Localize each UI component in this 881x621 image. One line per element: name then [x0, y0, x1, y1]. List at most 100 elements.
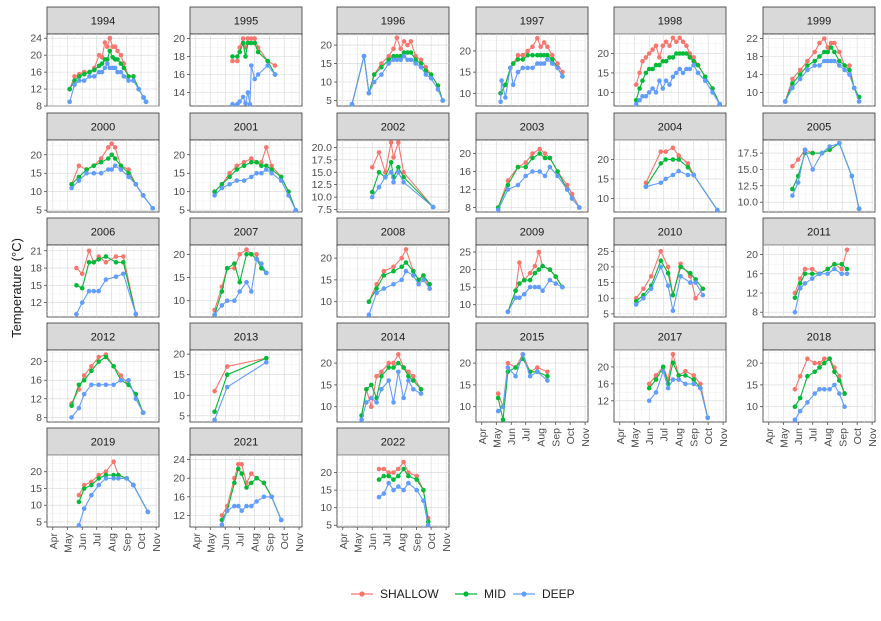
data-point — [212, 193, 217, 198]
data-point — [421, 277, 426, 283]
y-tick-label: 5 — [36, 516, 42, 528]
data-point — [822, 356, 827, 362]
data-point — [660, 368, 666, 374]
data-point — [702, 78, 708, 83]
data-point — [633, 97, 639, 103]
data-point — [391, 57, 396, 63]
facet-strip — [762, 112, 876, 141]
data-point — [515, 69, 521, 75]
data-point — [658, 258, 664, 264]
data-point — [244, 252, 249, 257]
data-point — [79, 285, 85, 291]
data-point — [99, 69, 105, 75]
data-point — [564, 182, 570, 188]
data-point — [530, 65, 535, 71]
data-point — [505, 309, 511, 315]
data-point — [537, 169, 542, 174]
legend-label: MID — [484, 587, 506, 601]
data-point — [239, 508, 244, 513]
data-point — [245, 36, 251, 41]
data-point — [797, 276, 803, 281]
data-point — [832, 369, 837, 375]
x-tick-label: Jun — [506, 428, 518, 445]
data-point — [817, 360, 822, 366]
data-point — [676, 157, 681, 162]
data-point — [386, 360, 392, 366]
series-deep — [74, 271, 139, 317]
data-point — [379, 72, 384, 77]
data-point — [505, 178, 511, 183]
data-point — [650, 47, 655, 52]
data-point — [118, 373, 124, 378]
data-point — [369, 382, 374, 388]
data-point — [116, 476, 121, 481]
data-point — [523, 173, 528, 179]
data-point — [792, 387, 798, 392]
data-point — [232, 261, 237, 266]
data-point — [399, 277, 405, 283]
data-point — [680, 51, 686, 56]
data-point — [391, 268, 396, 274]
y-tick-label: 20 — [459, 148, 471, 160]
data-point — [113, 254, 119, 259]
data-point — [240, 36, 246, 41]
data-point — [81, 373, 87, 378]
data-point — [115, 69, 120, 75]
facet-panel-1999: 1999 10 14 18 22 — [746, 6, 876, 107]
data-point — [381, 491, 387, 496]
data-point — [259, 163, 264, 169]
data-point — [537, 151, 542, 156]
x-tick-label: Aug — [397, 533, 409, 552]
data-point — [691, 62, 696, 68]
data-point — [379, 369, 384, 375]
facet-strip-label: 2014 — [381, 332, 405, 344]
series-deep — [782, 58, 862, 104]
data-point — [658, 161, 664, 166]
data-point — [542, 155, 548, 161]
data-point — [272, 72, 278, 77]
y-tick-label: 20 — [173, 33, 185, 45]
y-tick-label: 20 — [597, 48, 609, 60]
data-point — [414, 487, 420, 493]
data-point — [658, 149, 664, 154]
data-point — [812, 391, 817, 396]
legend-item-shallow: SHALLOW — [351, 587, 439, 601]
data-point — [126, 377, 131, 383]
facet-strip-label: 1997 — [520, 16, 544, 28]
data-point — [401, 365, 406, 370]
y-tick-label: 12 — [746, 288, 758, 300]
legend-key-point — [359, 591, 365, 597]
data-point — [212, 417, 217, 423]
data-point — [150, 206, 155, 211]
y-tick-label: 20.0 — [312, 142, 333, 154]
y-tick-label: 20 — [30, 356, 42, 368]
data-point — [111, 472, 116, 478]
data-point — [391, 477, 396, 482]
y-tick-label: 15 — [459, 282, 471, 294]
data-point — [805, 67, 810, 73]
data-point — [96, 476, 101, 481]
data-point — [121, 74, 127, 79]
data-point — [77, 78, 82, 83]
facet-strip-label: 2019 — [91, 437, 115, 449]
data-point — [386, 378, 392, 383]
data-point — [646, 51, 652, 56]
series-mid — [633, 51, 722, 107]
data-point — [832, 261, 837, 267]
data-point — [401, 179, 406, 185]
data-point — [112, 156, 118, 161]
y-tick-label: 20 — [459, 45, 471, 57]
data-point — [141, 95, 146, 100]
data-point — [650, 66, 655, 72]
data-point — [81, 506, 87, 511]
data-point — [688, 280, 693, 285]
data-point — [510, 82, 516, 88]
y-tick-label: 12 — [459, 184, 471, 196]
data-point — [89, 382, 94, 388]
facet-panel-2009: 2009 10 15 20 25 — [459, 217, 589, 318]
data-point — [259, 159, 264, 165]
data-point — [272, 63, 278, 68]
x-tick-label: Jul — [235, 533, 247, 546]
data-point — [541, 52, 547, 58]
data-point — [797, 281, 803, 286]
